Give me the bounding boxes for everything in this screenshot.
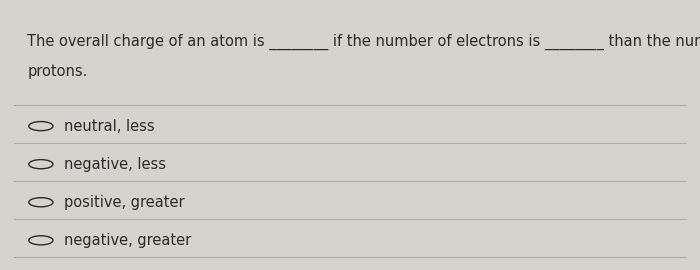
Text: The overall charge of an atom is ________ if the number of electrons is ________: The overall charge of an atom is _______…	[27, 33, 700, 50]
Text: neutral, less: neutral, less	[64, 119, 155, 134]
Text: positive, greater: positive, greater	[64, 195, 185, 210]
Text: protons.: protons.	[27, 64, 88, 79]
Text: negative, less: negative, less	[64, 157, 167, 172]
Text: negative, greater: negative, greater	[64, 233, 192, 248]
